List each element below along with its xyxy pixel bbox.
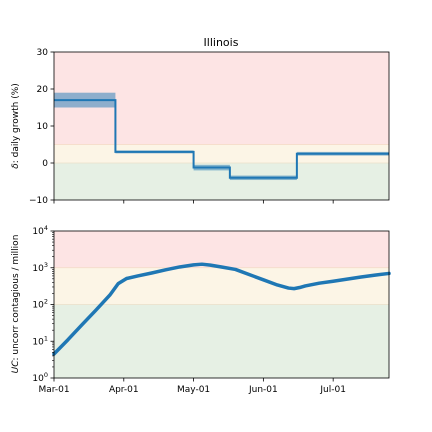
y-tick-label: 103: [32, 261, 48, 274]
band-2: [54, 231, 389, 268]
bottom-y-axis-label: UC: uncorr contagious / million: [11, 235, 21, 374]
y-tick-label: 20: [37, 85, 49, 95]
x-tick-label: Mar-01: [38, 385, 69, 395]
top-panel: −10 0 10 20 30 δ: daily growth (%): [11, 48, 390, 206]
series-step-line: [54, 99, 389, 179]
y-tick-label: 104: [32, 224, 48, 237]
y-tick-label: −10: [29, 196, 48, 206]
chart-title: Illinois: [204, 36, 239, 49]
band-1: [54, 267, 389, 305]
x-tick-label: May-01: [177, 385, 210, 395]
y-tick-label: 100: [32, 371, 48, 384]
x-tick-label: Jul-01: [319, 385, 346, 395]
y-tick-label: 102: [32, 298, 48, 311]
series-line: [52, 262, 391, 356]
x-tick-label: Jun-01: [248, 385, 278, 395]
y-tick-label: 10: [37, 122, 49, 132]
y-tick-label: 30: [37, 48, 49, 58]
x-tick-label: Apr-01: [109, 385, 139, 395]
y-tick-label: 0: [42, 159, 48, 169]
bottom-panel: 100 101 102 103 104 Mar-01 Apr-01 May-01 Jun-01…: [11, 224, 391, 395]
y-tick-label: 101: [32, 334, 48, 347]
top-y-axis-label: δ: daily growth (%): [11, 83, 21, 169]
band-1: [54, 144, 389, 163]
band-0: [54, 304, 389, 378]
